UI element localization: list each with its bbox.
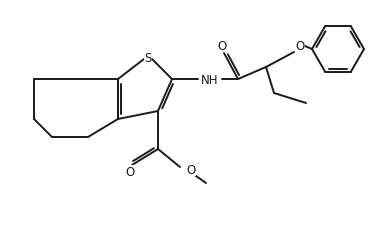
- Text: NH: NH: [201, 73, 219, 86]
- Text: O: O: [186, 163, 195, 176]
- Text: O: O: [125, 166, 135, 179]
- Text: O: O: [295, 39, 305, 52]
- Text: O: O: [217, 39, 226, 52]
- Text: S: S: [144, 51, 152, 64]
